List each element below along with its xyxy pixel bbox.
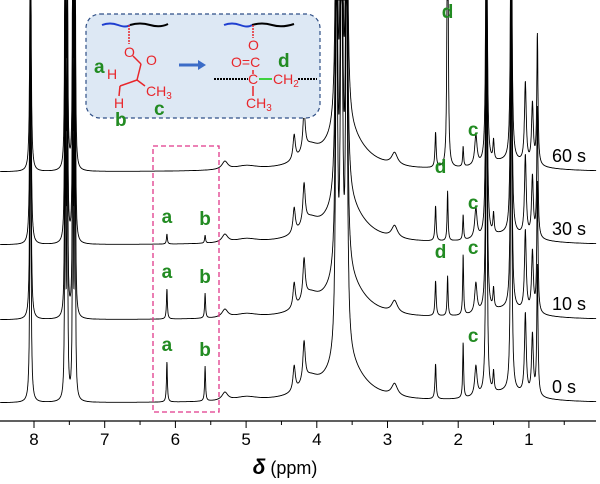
peak-label-c: c [468,120,479,141]
x-tick-label: 8 [29,430,38,449]
peak-label-b: b [199,267,211,288]
unit: (ppm) [270,458,317,478]
x-tick-label: 2 [453,430,462,449]
product-ch2: CH2 [273,71,299,90]
x-tick-label: 5 [241,430,250,449]
highlight-box [152,145,220,413]
peak-label-c: c [468,326,479,347]
spectrum-60s [0,0,597,173]
methyl-c: CH3 [146,83,172,102]
product-oxygen: O [248,37,259,53]
product-carbon: C [248,71,258,87]
hydrogen-a: H [107,66,117,82]
spectrum-10s [0,0,597,321]
oxygen-1: O [124,44,135,60]
peak-label-d: d [435,157,447,178]
peak-label-b: b [199,209,211,230]
series-label: 30 s [552,219,586,239]
product-carbonyl: O=C [231,54,260,70]
label-c: c [154,99,165,120]
x-axis-label: δ (ppm) [253,456,318,479]
spectra [0,0,597,404]
spectrum-30s [0,0,597,246]
x-tick-label: 4 [312,430,321,449]
label-b: b [115,110,127,131]
spectrum-0s [0,0,597,404]
peak-label-c: c [468,238,479,259]
reaction-inset: O O H H CH3 a b c O O=C C CH2 CH3 d [85,13,321,131]
label-d: d [278,51,290,72]
x-tick-label: 1 [524,430,533,449]
oxygen-2: O [146,52,157,68]
peak-label-a: a [162,262,173,283]
product-ch3: CH3 [246,95,272,114]
peak-label-b: b [199,340,211,361]
peak-label-d: d [435,242,447,263]
peak-label-a: a [162,207,173,228]
x-tick-label: 6 [171,430,180,449]
x-tick-label: 3 [383,430,392,449]
series-label: 0 s [552,377,576,397]
series-label: 60 s [552,146,586,166]
series-label: 10 s [552,294,586,314]
peak-label-a: a [162,335,173,356]
peak-label-c: c [468,193,479,214]
hydrogen-b: H [114,95,124,111]
label-a: a [94,57,105,78]
x-tick-label: 7 [100,430,109,449]
peak-label-d: d [442,2,454,23]
delta-symbol: δ [253,456,266,479]
